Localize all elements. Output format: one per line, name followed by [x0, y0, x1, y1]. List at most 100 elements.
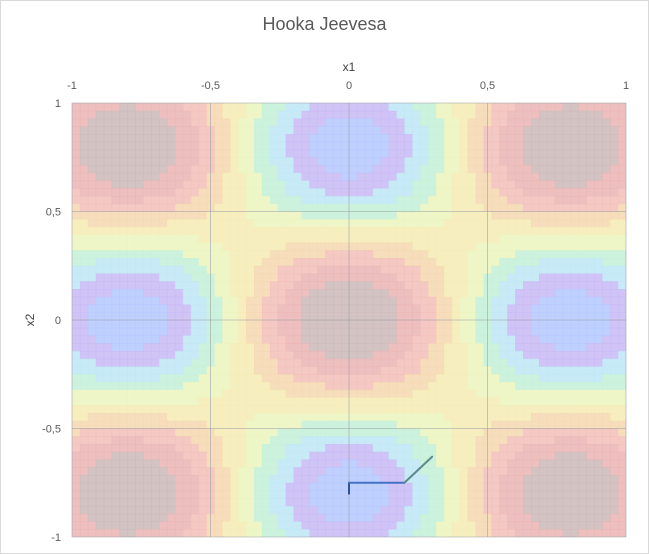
contour-cell	[349, 343, 358, 352]
contour-cell	[87, 451, 97, 461]
contour-cell	[198, 335, 208, 344]
contour-cell	[491, 335, 500, 344]
contour-cell	[87, 482, 97, 492]
contour-cell	[570, 234, 580, 244]
contour-cell	[159, 304, 168, 313]
contour-cell	[285, 506, 295, 515]
contour-cell	[135, 273, 144, 282]
contour-cell	[412, 203, 421, 213]
contour-cell	[388, 250, 398, 259]
contour-cell	[246, 351, 255, 360]
contour-cell	[72, 289, 81, 298]
contour-cell	[562, 289, 572, 298]
contour-cell	[459, 312, 469, 321]
contour-cell	[475, 289, 485, 298]
contour-cell	[254, 265, 263, 275]
contour-cell	[610, 343, 619, 352]
contour-cell	[341, 304, 350, 313]
contour-cell	[230, 165, 239, 174]
contour-cell	[428, 358, 437, 368]
contour-cell	[554, 110, 564, 120]
contour-cell	[222, 250, 231, 259]
contour-cell	[166, 405, 176, 414]
contour-cell	[618, 413, 626, 422]
contour-cell	[420, 149, 429, 158]
contour-cell	[166, 475, 176, 484]
contour-cell	[119, 358, 128, 368]
contour-cell	[151, 521, 160, 530]
contour-cell	[412, 258, 421, 267]
contour-cell	[412, 126, 421, 135]
contour-cell	[475, 413, 485, 422]
contour-cell	[285, 188, 295, 197]
contour-cell	[515, 296, 524, 306]
contour-cell	[570, 126, 580, 135]
contour-cell	[285, 467, 295, 476]
contour-cell	[610, 420, 619, 430]
contour-cell	[531, 428, 540, 437]
contour-cell	[523, 211, 532, 220]
contour-cell	[103, 234, 113, 244]
contour-cell	[166, 157, 176, 166]
contour-cell	[166, 304, 176, 313]
contour-cell	[214, 451, 223, 461]
contour-cell	[79, 397, 89, 406]
contour-cell	[119, 281, 128, 290]
contour-cell	[507, 157, 516, 166]
contour-cell	[166, 165, 176, 174]
contour-cell	[428, 289, 437, 298]
contour-cell	[119, 250, 128, 259]
contour-cell	[230, 413, 239, 422]
contour-cell	[317, 296, 326, 306]
contour-cell	[222, 498, 231, 507]
contour-cell	[546, 374, 556, 383]
contour-cell	[356, 203, 366, 213]
contour-cell	[428, 296, 437, 306]
contour-cell	[254, 405, 263, 414]
contour-cell	[72, 211, 81, 220]
contour-cell	[190, 444, 200, 453]
contour-cell	[388, 141, 398, 151]
contour-cell	[119, 389, 128, 399]
contour-cell	[127, 459, 136, 468]
contour-cell	[261, 374, 271, 383]
contour-cell	[404, 389, 413, 399]
contour-cell	[562, 172, 572, 182]
contour-cell	[333, 273, 342, 282]
contour-cell	[72, 203, 81, 213]
contour-cell	[459, 366, 469, 375]
contour-cell	[174, 126, 184, 135]
contour-cell	[222, 405, 231, 414]
contour-cell	[523, 265, 532, 275]
contour-cell	[562, 366, 572, 375]
contour-cell	[166, 149, 176, 158]
contour-cell	[538, 157, 548, 166]
contour-cell	[341, 451, 350, 461]
contour-cell	[333, 405, 342, 414]
contour-cell	[396, 250, 405, 259]
contour-cell	[333, 397, 342, 406]
contour-cell	[562, 188, 572, 197]
contour-cell	[436, 118, 445, 127]
contour-cell	[475, 351, 485, 360]
contour-cell	[317, 258, 326, 267]
contour-cell	[404, 420, 413, 430]
chart-title: Hooka Jeevesa	[262, 14, 387, 34]
contour-cell	[293, 358, 303, 368]
contour-cell	[198, 428, 208, 437]
contour-cell	[507, 420, 516, 430]
contour-cell	[103, 172, 113, 182]
contour-cell	[554, 444, 564, 453]
contour-cell	[317, 165, 326, 174]
contour-cell	[538, 405, 548, 414]
contour-cell	[349, 250, 358, 259]
contour-cell	[531, 188, 540, 197]
contour-cell	[443, 506, 453, 515]
contour-cell	[230, 498, 239, 507]
contour-cell	[499, 482, 508, 492]
contour-cell	[222, 358, 231, 368]
contour-cell	[349, 320, 358, 329]
contour-cell	[586, 413, 595, 422]
contour-cell	[515, 389, 524, 399]
contour-cell	[269, 467, 279, 476]
